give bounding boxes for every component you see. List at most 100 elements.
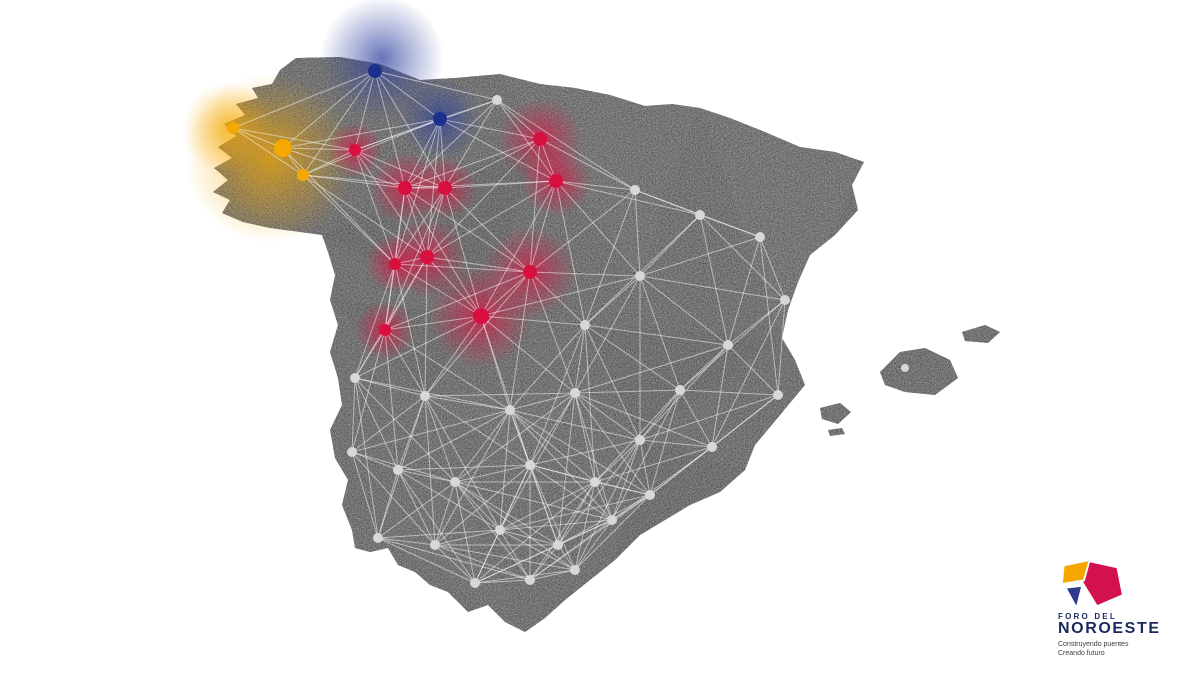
map-node-gray bbox=[525, 575, 535, 585]
map-node-red bbox=[473, 308, 489, 324]
map-node-gray bbox=[590, 477, 600, 487]
logo-tagline-line1: Construyendo puentes bbox=[1058, 640, 1129, 648]
mesh-edge bbox=[496, 99, 541, 140]
logo-tagline-line2: Creando futuro bbox=[1058, 650, 1105, 658]
mesh-edge bbox=[574, 392, 713, 448]
mesh-edge bbox=[499, 519, 613, 531]
mesh-edge bbox=[611, 389, 681, 521]
mesh-edge bbox=[424, 271, 531, 397]
mesh-edge bbox=[639, 275, 786, 301]
mesh-edge bbox=[499, 481, 596, 531]
mesh-edge bbox=[574, 324, 586, 394]
mesh-edge bbox=[480, 275, 641, 317]
mesh-edge bbox=[529, 138, 541, 273]
mesh-edge bbox=[509, 409, 641, 441]
mesh-edge bbox=[404, 118, 441, 189]
map-node-red bbox=[549, 174, 563, 188]
mesh-edge bbox=[444, 99, 498, 189]
mesh-edge bbox=[574, 392, 641, 441]
mesh-edge bbox=[584, 324, 641, 441]
map-node-gray bbox=[350, 373, 360, 383]
mesh-edge bbox=[509, 392, 576, 411]
map-node-red bbox=[349, 144, 361, 156]
map-node-gray bbox=[635, 435, 645, 445]
map-node-gray bbox=[430, 540, 440, 550]
mesh-edge bbox=[474, 481, 596, 584]
mesh-edge bbox=[434, 409, 511, 546]
mesh-edge bbox=[404, 187, 428, 258]
mesh-edge bbox=[351, 409, 511, 453]
mesh-edge bbox=[394, 263, 426, 397]
mesh-edge bbox=[480, 271, 531, 317]
map-node-red bbox=[389, 258, 401, 270]
mesh-edge bbox=[377, 537, 436, 546]
mesh-edge bbox=[574, 519, 613, 571]
map-node-red bbox=[398, 181, 412, 195]
mesh-edge bbox=[426, 256, 531, 273]
mesh-edge bbox=[434, 544, 476, 584]
mesh-edge bbox=[557, 439, 641, 546]
mesh-edge bbox=[454, 481, 501, 531]
mesh-edge bbox=[529, 392, 576, 466]
mesh-edge bbox=[444, 187, 482, 317]
mesh-edge bbox=[509, 409, 596, 483]
mesh-edge bbox=[377, 537, 476, 584]
mesh-edge bbox=[639, 394, 779, 441]
mesh-edge bbox=[584, 324, 729, 346]
mesh-edge bbox=[354, 377, 511, 411]
mesh-edge bbox=[374, 70, 498, 101]
mesh-edge bbox=[529, 189, 636, 273]
map-node-red bbox=[379, 324, 391, 336]
mesh-edge bbox=[351, 451, 399, 471]
mesh-edge bbox=[351, 451, 456, 483]
map-node-gray bbox=[755, 232, 765, 242]
map-node-gray bbox=[780, 295, 790, 305]
mesh-edge bbox=[679, 389, 779, 396]
mesh-edge bbox=[557, 544, 576, 571]
mesh-edge bbox=[499, 529, 576, 571]
mesh-edge bbox=[397, 464, 531, 471]
mesh-edge bbox=[354, 377, 399, 471]
mesh-edge bbox=[384, 187, 446, 331]
mesh-edge bbox=[444, 187, 531, 273]
map-node-gray bbox=[580, 320, 590, 330]
mesh-edge bbox=[557, 392, 576, 546]
mesh-edge bbox=[639, 236, 761, 277]
mesh-edge bbox=[555, 180, 586, 326]
mesh-edge bbox=[529, 271, 576, 394]
mesh-edge bbox=[377, 537, 531, 581]
mesh-edge bbox=[377, 529, 501, 539]
mesh-edge bbox=[434, 544, 576, 571]
node-layer bbox=[227, 64, 909, 588]
map-node-gray bbox=[707, 442, 717, 452]
mesh-edge bbox=[282, 147, 396, 265]
map-node-gray bbox=[635, 271, 645, 281]
map-node-gray bbox=[553, 540, 563, 550]
mesh-edge bbox=[377, 469, 399, 539]
mesh-edge bbox=[351, 329, 386, 453]
map-node-gray bbox=[492, 95, 502, 105]
mesh-edge bbox=[232, 127, 304, 176]
mesh-edge bbox=[539, 138, 557, 182]
mesh-edge bbox=[426, 138, 541, 258]
mesh-edge bbox=[480, 315, 586, 326]
mesh-edge bbox=[394, 118, 441, 265]
mesh-edge bbox=[555, 180, 701, 216]
mesh-edge bbox=[404, 99, 498, 189]
map-node-orange bbox=[227, 122, 239, 134]
mesh-edge bbox=[354, 263, 396, 379]
mesh-edge bbox=[574, 392, 651, 496]
map-node-red bbox=[438, 181, 452, 195]
mesh-edge bbox=[439, 118, 557, 182]
mesh-edge bbox=[354, 149, 428, 258]
mesh-edge bbox=[351, 377, 356, 453]
mesh-edge bbox=[574, 494, 651, 571]
mesh-edge bbox=[574, 392, 613, 521]
mesh-edge bbox=[302, 174, 406, 189]
mesh-edge bbox=[444, 180, 557, 189]
mesh-edge bbox=[454, 481, 613, 521]
mesh-edge bbox=[711, 299, 786, 448]
map-node-gray bbox=[645, 490, 655, 500]
